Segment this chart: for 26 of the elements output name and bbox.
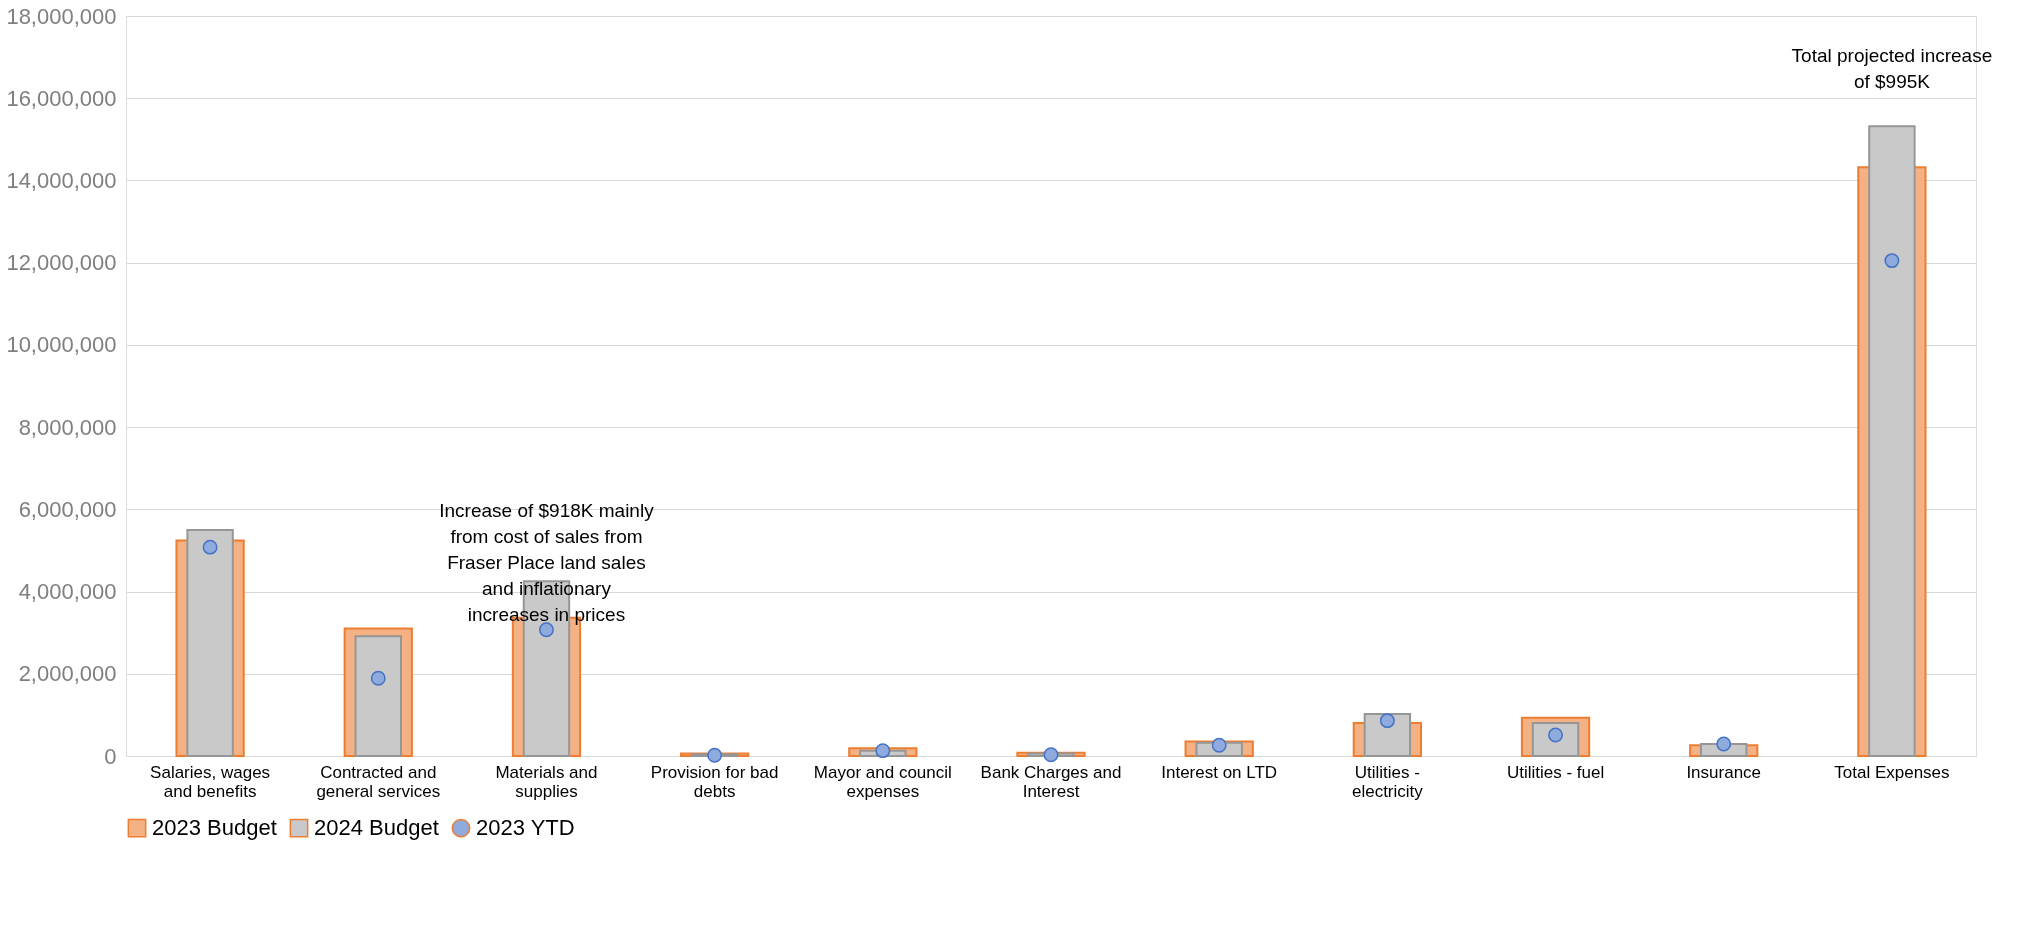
annotation: Total projected increase of $995K [1791, 45, 1993, 93]
legend-label: 2023 YTD [476, 815, 575, 841]
x-tick-label: Utilities - electricity [1351, 762, 1424, 801]
legend-label: 2024 Budget [314, 815, 439, 841]
x-tick-label: Utilities - fuel [1506, 762, 1605, 782]
x-tick-label: Interest on LTD [1161, 762, 1278, 782]
x-tick-label: Bank Charges and Interest [980, 762, 1122, 801]
y-tick-label: 16,000,000 [6, 85, 117, 111]
legend-label: 2023 Budget [152, 815, 277, 841]
y-tick-label: 6,000,000 [18, 496, 117, 522]
y-tick-label: 0 [104, 743, 117, 769]
x-tick-label: Salaries, wages and benefits [150, 762, 271, 801]
y-tick-label: 10,000,000 [6, 332, 117, 358]
y-tick-label: 14,000,000 [6, 167, 117, 193]
x-tick-label: Mayor and council expenses [813, 762, 952, 801]
y-tick-label: 8,000,000 [18, 414, 117, 440]
annotation: Increase of $918K mainly from cost of sales from Fraser Place land sales and inflationary increases in prices [439, 500, 655, 626]
y-tick-label: 18,000,000 [6, 3, 117, 29]
y-tick-label: 2,000,000 [18, 661, 117, 687]
x-tick-label: Provision for bad debts [650, 762, 779, 801]
x-tick-label: Insurance [1686, 762, 1762, 782]
x-tick-label: Total Expenses [1834, 762, 1950, 782]
x-tick-label: Contracted and general services [316, 762, 441, 801]
y-tick-label: 4,000,000 [18, 579, 117, 605]
y-tick-label: 12,000,000 [6, 250, 117, 276]
x-tick-label: Materials and supplies [495, 762, 598, 801]
